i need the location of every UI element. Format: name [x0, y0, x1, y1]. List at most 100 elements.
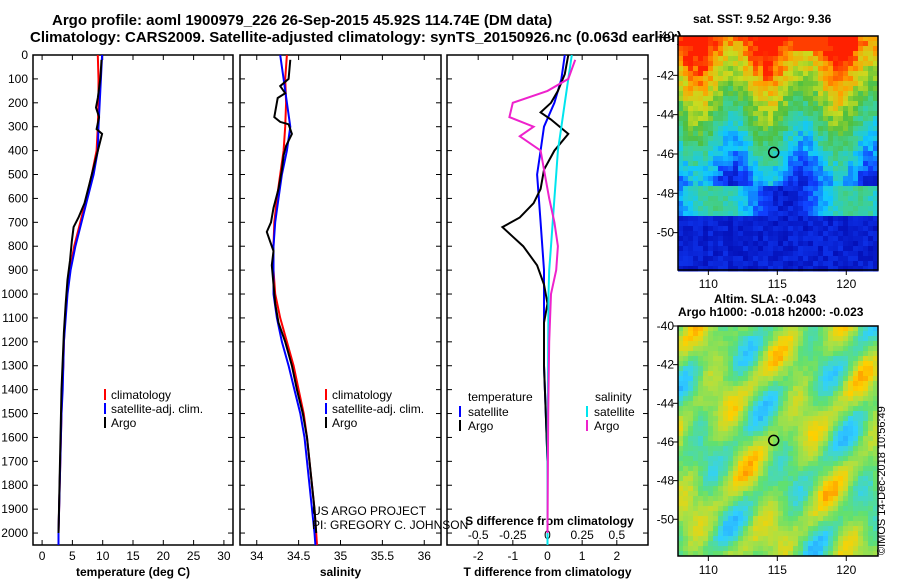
- map-cell: [833, 191, 839, 197]
- map-cell: [818, 261, 824, 267]
- map-cell: [848, 66, 854, 72]
- map-cell: [688, 366, 694, 372]
- map-cell: [788, 506, 794, 512]
- map-cell: [713, 111, 719, 117]
- map-cell: [748, 341, 754, 347]
- map-cell: [678, 86, 684, 92]
- map-cell: [863, 216, 869, 222]
- map-cell: [683, 411, 689, 417]
- map-cell: [773, 116, 779, 122]
- map-cell: [818, 131, 824, 137]
- map-cell: [818, 326, 824, 332]
- map-cell: [728, 461, 734, 467]
- map-cell: [778, 121, 784, 127]
- map-cell: [778, 331, 784, 337]
- map-cell: [773, 336, 779, 342]
- map-cell: [853, 346, 859, 352]
- map-cell: [848, 361, 854, 367]
- map-cell: [698, 171, 704, 177]
- map-cell: [788, 251, 794, 257]
- map-y-tick-label: -50: [657, 512, 675, 526]
- depth-tick-label: 100: [8, 72, 28, 86]
- map-cell: [773, 366, 779, 372]
- map-cell: [708, 181, 714, 187]
- map-cell: [778, 416, 784, 422]
- x2-tick-label: 0.5: [608, 528, 625, 542]
- x-tick-label: 5: [69, 549, 76, 563]
- map-cell: [713, 231, 719, 237]
- map-cell: [713, 86, 719, 92]
- map-cell: [813, 521, 819, 527]
- map-cell: [758, 81, 764, 87]
- map-cell: [708, 66, 714, 72]
- map-cell: [763, 116, 769, 122]
- map-cell: [783, 146, 789, 152]
- map-cell: [693, 36, 699, 42]
- map-cell: [758, 501, 764, 507]
- map-cell: [683, 246, 689, 252]
- map-cell: [873, 211, 879, 217]
- map-cell: [843, 511, 849, 517]
- map-cell: [858, 331, 864, 337]
- map-cell: [703, 106, 709, 112]
- map-cell: [778, 156, 784, 162]
- map-cell: [838, 356, 844, 362]
- map-cell: [703, 221, 709, 227]
- map-cell: [773, 511, 779, 517]
- map-cell: [808, 341, 814, 347]
- map-cell: [858, 501, 864, 507]
- map-cell: [823, 41, 829, 47]
- map-cell: [693, 501, 699, 507]
- map-cell: [863, 81, 869, 87]
- map-cell: [718, 136, 724, 142]
- map-cell: [833, 386, 839, 392]
- map-cell: [833, 326, 839, 332]
- map-cell: [703, 41, 709, 47]
- map-cell: [793, 226, 799, 232]
- depth-tick-label: 1900: [1, 502, 28, 516]
- map-cell: [768, 466, 774, 472]
- map-cell: [718, 426, 724, 432]
- map-cell: [803, 551, 809, 557]
- map-cell: [723, 36, 729, 42]
- map-cell: [733, 546, 739, 552]
- x-tick-label: 25: [187, 549, 201, 563]
- map-cell: [753, 146, 759, 152]
- map-cell: [748, 151, 754, 157]
- map-cell: [713, 251, 719, 257]
- map-cell: [733, 171, 739, 177]
- map-cell: [803, 526, 809, 532]
- map-cell: [853, 266, 859, 272]
- map-cell: [713, 521, 719, 527]
- map-cell: [723, 86, 729, 92]
- map-cell: [833, 241, 839, 247]
- map-cell: [788, 151, 794, 157]
- map-cell: [703, 386, 709, 392]
- legend-label: climatology: [111, 388, 171, 402]
- map-cell: [778, 451, 784, 457]
- map-cell: [718, 466, 724, 472]
- map-cell: [798, 61, 804, 67]
- map-cell: [698, 336, 704, 342]
- map-cell: [743, 81, 749, 87]
- map-cell: [818, 446, 824, 452]
- map-cell: [718, 531, 724, 537]
- map-cell: [763, 396, 769, 402]
- map-cell: [843, 226, 849, 232]
- map-cell: [848, 186, 854, 192]
- map-cell: [783, 481, 789, 487]
- map-cell: [838, 181, 844, 187]
- map-cell: [753, 181, 759, 187]
- map-cell: [823, 66, 829, 72]
- map-cell: [788, 326, 794, 332]
- map-cell: [758, 476, 764, 482]
- map-cell: [753, 461, 759, 467]
- map-cell: [833, 216, 839, 222]
- map-cell: [873, 196, 879, 202]
- map-cell: [713, 366, 719, 372]
- map-cell: [713, 176, 719, 182]
- map-cell: [753, 366, 759, 372]
- map-cell: [733, 461, 739, 467]
- map-cell: [858, 386, 864, 392]
- map-cell: [753, 391, 759, 397]
